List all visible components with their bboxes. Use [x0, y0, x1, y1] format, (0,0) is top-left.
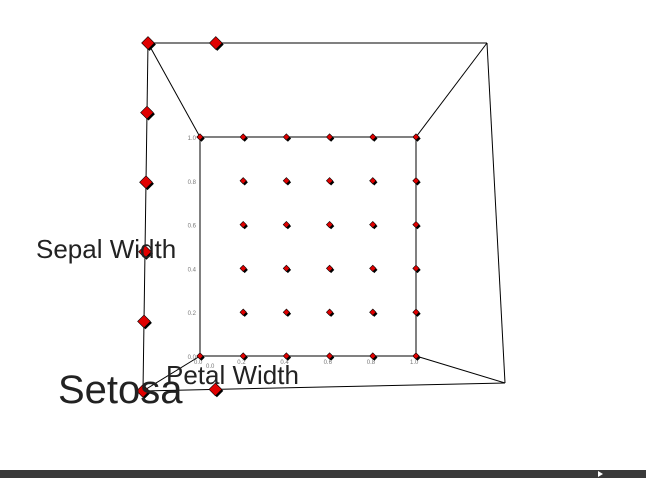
tick-labels: 0.0 0.2 0.4 0.6 0.8 1.0 0.0 0.2 0.4 0.6 0.8 1.0 0.0 [188, 136, 419, 370]
cursor-arrow-icon [598, 471, 603, 477]
data-point [282, 133, 292, 142]
box-edge [486, 42, 506, 384]
x-tick-label: 0.8 [367, 360, 376, 366]
data-point [412, 352, 421, 361]
y-tick-label: 0.4 [188, 267, 197, 273]
data-point [412, 177, 421, 186]
data-point [325, 264, 335, 274]
data-point [369, 133, 378, 142]
data-point [325, 133, 335, 142]
data-point [208, 36, 224, 51]
x-tick-label: 1.0 [410, 360, 419, 366]
x-tick-label: 0.0 [194, 360, 203, 366]
data-point [139, 175, 154, 191]
box-edge [142, 42, 149, 392]
data-points [136, 36, 421, 399]
data-point [208, 382, 224, 398]
data-point [140, 105, 155, 121]
data-point [141, 36, 156, 51]
data-point [196, 352, 205, 361]
data-point [239, 133, 248, 142]
box-edge [415, 355, 506, 384]
y-tick-label: 1.0 [188, 136, 197, 142]
y-tick-label: 0.8 [188, 180, 197, 186]
y-tick-label: 0.0 [188, 355, 197, 361]
data-point [239, 308, 248, 317]
x-tick-label: 0.4 [280, 360, 289, 366]
data-point [369, 308, 378, 317]
data-point [239, 352, 248, 361]
data-point [136, 384, 151, 399]
data-point [369, 220, 378, 230]
data-point [412, 220, 421, 230]
data-point [196, 133, 205, 142]
data-point [412, 308, 421, 317]
data-point [239, 264, 248, 274]
data-point [282, 352, 292, 361]
data-point [282, 220, 292, 230]
x-tick-label: 0.2 [237, 360, 246, 366]
data-point [325, 308, 335, 317]
bounding-box [142, 42, 506, 392]
y-tick-label: 0.2 [188, 311, 197, 317]
chart-title: Setosa [58, 368, 183, 412]
box-edge [415, 42, 488, 138]
x-axis-title: Petal Width [166, 360, 299, 390]
box-edge [147, 42, 201, 138]
data-point [282, 264, 292, 274]
z-tick-label: 0.0 [206, 364, 215, 370]
data-point [325, 177, 335, 186]
status-bar [0, 470, 646, 478]
data-point [369, 352, 378, 361]
data-point [412, 133, 421, 142]
data-point [325, 352, 335, 361]
y-tick-label: 0.6 [188, 224, 197, 230]
data-point [239, 220, 248, 230]
data-point [239, 177, 248, 186]
data-point [138, 244, 153, 260]
data-point [282, 308, 292, 317]
data-point [369, 264, 378, 274]
box-edge [142, 382, 506, 392]
y-axis-title: Sepal Width [36, 234, 177, 264]
data-point [325, 220, 335, 230]
x-tick-label: 0.6 [324, 360, 333, 366]
data-point [282, 177, 292, 186]
data-point [369, 177, 378, 186]
data-point [137, 314, 152, 330]
box-edge [142, 355, 201, 392]
data-point [412, 264, 421, 274]
